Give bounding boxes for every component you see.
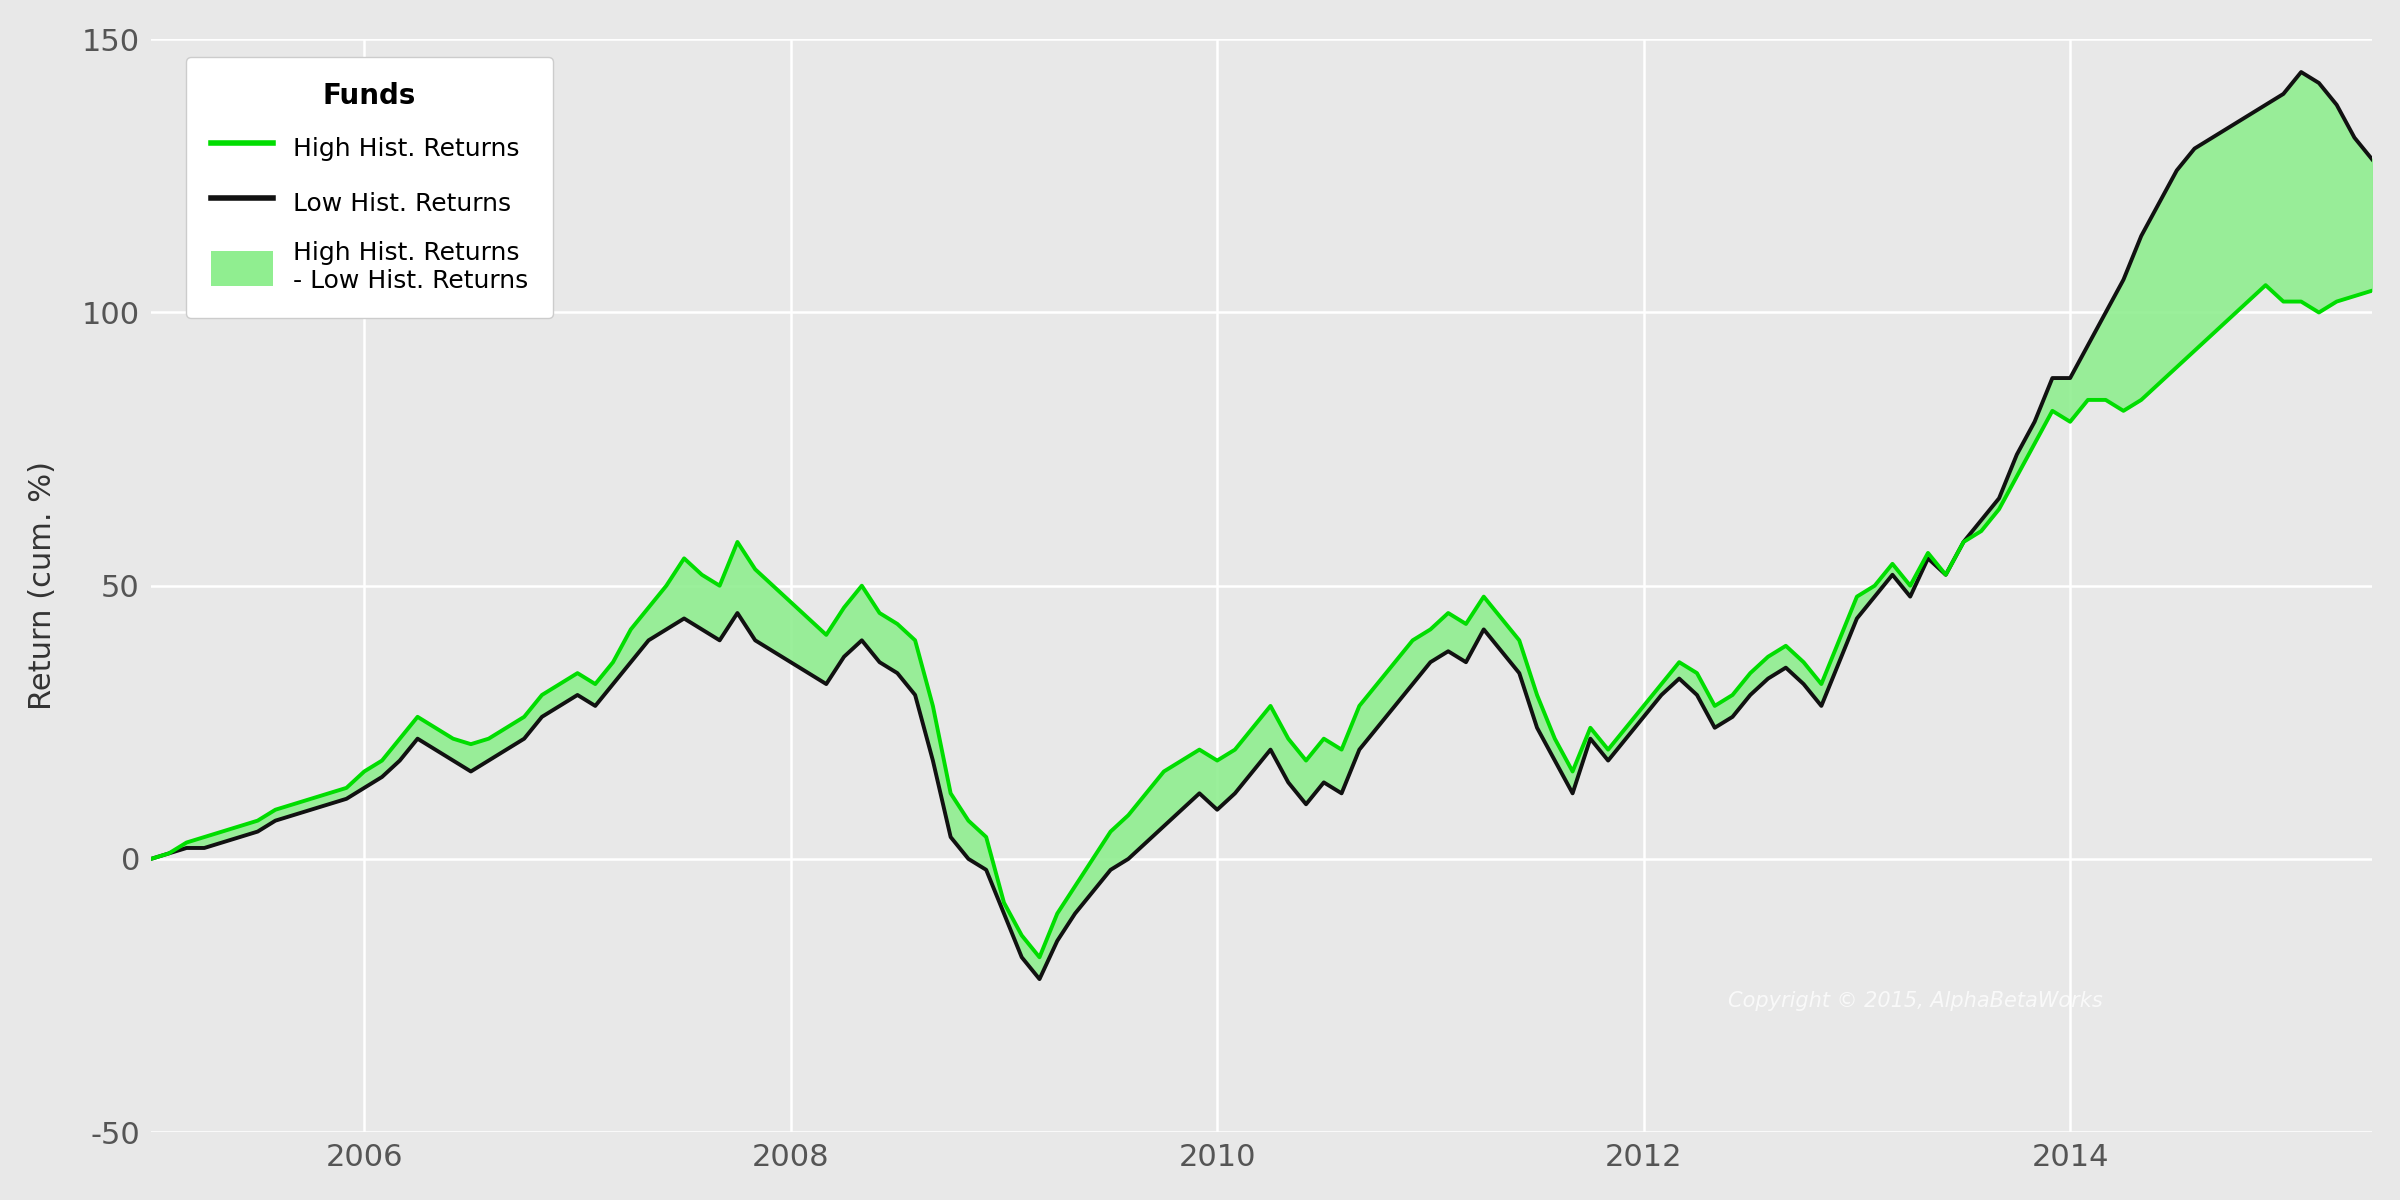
Y-axis label: Return (cum. %): Return (cum. %) (29, 461, 58, 710)
Legend: High Hist. Returns, Low Hist. Returns, High Hist. Returns
- Low Hist. Returns: High Hist. Returns, Low Hist. Returns, H… (185, 58, 554, 318)
Text: Copyright © 2015, AlphaBetaWorks: Copyright © 2015, AlphaBetaWorks (1728, 991, 2102, 1010)
